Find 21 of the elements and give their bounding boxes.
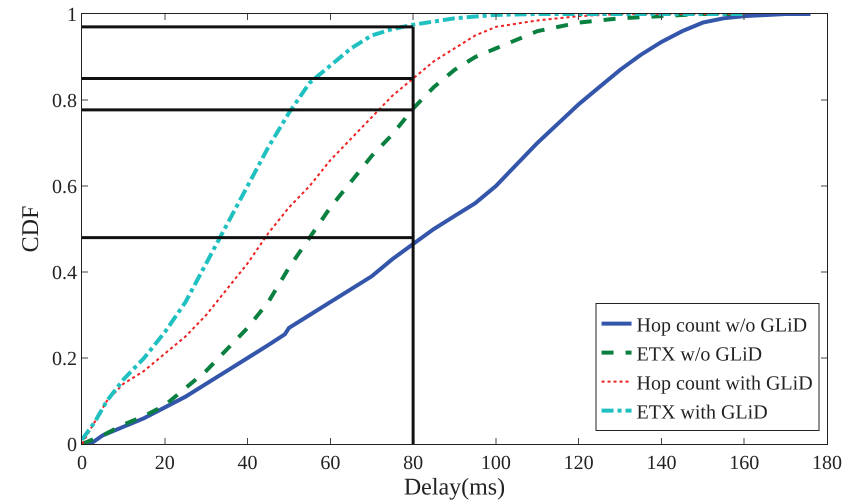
legend-label: ETX w/o GLiD	[636, 343, 762, 366]
legend-label: Hop count w/o GLiD	[636, 314, 808, 336]
y-tick-label: 0.4	[52, 262, 77, 284]
legend-label: Hop count with GLiD	[636, 372, 813, 394]
y-tick-label: 0.8	[52, 90, 77, 112]
x-tick-label: 180	[812, 452, 842, 474]
y-tick-label: 0.2	[52, 348, 77, 370]
x-tick-label: 40	[238, 452, 258, 474]
x-tick-label: 140	[646, 452, 676, 474]
x-tick-label: 60	[320, 452, 340, 474]
x-tick-label: 120	[564, 452, 594, 474]
x-tick-label: 160	[729, 452, 760, 474]
y-axis-title: CDF	[18, 206, 44, 252]
legend-label: ETX with GLiD	[636, 401, 768, 424]
y-tick-label: 1	[67, 4, 77, 26]
x-tick-label: 80	[403, 452, 424, 474]
y-tick-label: 0	[67, 434, 77, 456]
y-tick-label: 0.6	[52, 176, 77, 198]
x-axis-title: Delay(ms)	[404, 474, 506, 500]
x-tick-label: 20	[154, 452, 175, 474]
x-tick-label: 100	[480, 452, 511, 474]
